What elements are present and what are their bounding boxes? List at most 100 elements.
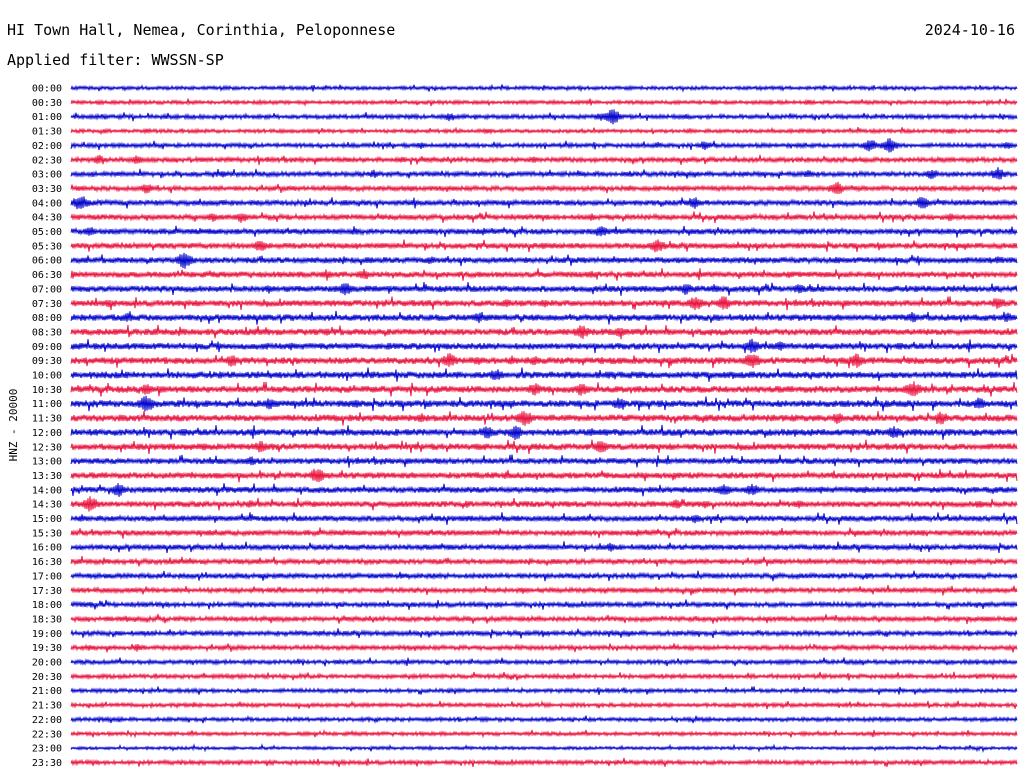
trace-line	[70, 743, 1018, 754]
hour-label: 01:30	[32, 127, 62, 138]
hour-label: 23:30	[32, 758, 62, 769]
trace-line	[70, 613, 1018, 625]
hour-label: 03:00	[32, 170, 62, 181]
hour-label: 20:30	[32, 672, 62, 683]
hour-label: 09:00	[32, 342, 62, 353]
hour-label: 14:30	[32, 500, 62, 511]
hour-label: 08:30	[32, 327, 62, 338]
trace-line	[70, 395, 1018, 412]
trace-line	[70, 353, 1018, 369]
hour-label: 06:00	[32, 256, 62, 267]
hour-label: 05:30	[32, 241, 62, 252]
trace-line	[70, 109, 1018, 125]
hour-label: 08:00	[32, 313, 62, 324]
hour-label: 00:00	[32, 84, 62, 95]
trace-line	[70, 454, 1018, 468]
hour-label: 15:00	[32, 514, 62, 525]
trace-line	[70, 225, 1018, 238]
hour-label: 17:00	[32, 571, 62, 582]
trace-line	[70, 512, 1018, 525]
trace-line	[70, 338, 1018, 354]
trace-line	[70, 439, 1018, 455]
trace-line	[70, 642, 1018, 653]
trace-line	[70, 686, 1018, 696]
trace-line	[70, 83, 1018, 93]
trace-line	[70, 728, 1018, 739]
hour-label: 21:30	[32, 701, 62, 712]
hour-label: 12:00	[32, 428, 62, 439]
hour-label: 17:30	[32, 586, 62, 597]
trace-line	[70, 483, 1018, 497]
hour-label: 12:30	[32, 442, 62, 453]
trace-line	[70, 715, 1018, 724]
hour-label: 11:30	[32, 414, 62, 425]
hour-label: 07:00	[32, 284, 62, 295]
hour-label: 19:00	[32, 629, 62, 640]
trace-line	[70, 556, 1018, 567]
trace-line	[70, 324, 1018, 340]
hour-label: 20:00	[32, 658, 62, 669]
hour-label: 00:30	[32, 98, 62, 109]
hour-label: 19:30	[32, 643, 62, 654]
trace-line	[70, 584, 1018, 596]
hour-label: 22:30	[32, 729, 62, 740]
hour-label: 13:00	[32, 457, 62, 468]
trace-line	[70, 699, 1018, 710]
hour-label: 22:00	[32, 715, 62, 726]
hour-label: 15:30	[32, 528, 62, 539]
hour-label: 06:30	[32, 270, 62, 281]
station-title: HI Town Hall, Nemea, Corinthia, Peloponn…	[7, 21, 396, 39]
trace-line	[70, 296, 1018, 311]
trace-line	[70, 527, 1018, 539]
hour-label: 21:00	[32, 686, 62, 697]
hour-label: 16:30	[32, 557, 62, 568]
hour-label: 04:30	[32, 213, 62, 224]
trace-line	[70, 468, 1018, 483]
trace-line	[70, 126, 1018, 136]
hour-label: 02:30	[32, 155, 62, 166]
hour-label: 18:00	[32, 600, 62, 611]
hour-label: 01:00	[32, 112, 62, 123]
hour-label: 05:00	[32, 227, 62, 238]
trace-line	[70, 424, 1018, 440]
trace-line	[70, 138, 1018, 153]
trace-line	[70, 181, 1018, 195]
trace-line	[70, 196, 1018, 210]
trace-line	[70, 268, 1018, 281]
trace-line	[70, 239, 1018, 253]
trace-line	[70, 570, 1018, 582]
date-label: 2024-10-16	[924, 21, 1015, 39]
trace-line	[70, 310, 1018, 325]
trace-line	[70, 657, 1018, 667]
trace-line	[70, 98, 1018, 107]
hour-label: 13:30	[32, 471, 62, 482]
hour-label: 10:00	[32, 371, 62, 382]
trace-line	[70, 628, 1018, 639]
trace-line	[70, 281, 1018, 296]
filter-label: Applied filter: WWSSN-SP	[7, 51, 224, 69]
hour-label: 02:00	[32, 141, 62, 152]
trace-line	[70, 671, 1018, 681]
hour-label: 04:00	[32, 198, 62, 209]
hour-label: 14:00	[32, 485, 62, 496]
hour-label: 23:00	[32, 744, 62, 755]
trace-line	[70, 410, 1018, 426]
trace-line	[70, 154, 1018, 166]
hour-label: 16:00	[32, 543, 62, 554]
trace-line	[70, 757, 1018, 768]
trace-line	[70, 252, 1018, 269]
hour-label: 11:00	[32, 399, 62, 410]
trace-line	[70, 599, 1018, 610]
trace-line	[70, 381, 1018, 397]
hour-label: 18:30	[32, 614, 62, 625]
trace-line	[70, 541, 1018, 554]
hour-label: 07:30	[32, 299, 62, 310]
trace-line	[70, 211, 1018, 224]
trace-line	[70, 496, 1018, 512]
trace-line	[70, 167, 1018, 180]
hour-label: 03:30	[32, 184, 62, 195]
trace-line	[70, 367, 1018, 382]
hour-label: 10:30	[32, 385, 62, 396]
hour-label: 09:30	[32, 356, 62, 367]
